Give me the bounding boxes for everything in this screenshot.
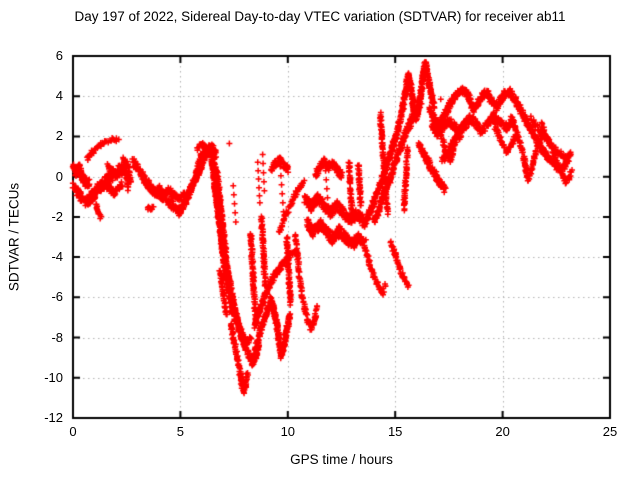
x-tick-label: 20 [495, 424, 510, 439]
x-tick-label: 0 [69, 424, 77, 439]
chart-title: Day 197 of 2022, Sidereal Day-to-day VTE… [74, 9, 566, 24]
y-tick-label: -2 [51, 208, 63, 224]
y-tick-label: 0 [55, 168, 63, 184]
x-tick-label: 10 [280, 424, 296, 439]
x-axis-label: GPS time / hours [290, 452, 393, 467]
y-tick-label: 6 [55, 48, 63, 63]
y-tick-label: -8 [51, 329, 63, 345]
y-tick-label: -12 [44, 410, 63, 425]
y-tick-label: -10 [44, 369, 63, 385]
y-tick-label: -6 [51, 289, 63, 305]
y-tick-label: 2 [55, 128, 63, 144]
y-tick-label: 4 [55, 88, 63, 104]
x-tick-label: 15 [387, 424, 403, 439]
x-tick-label: 5 [176, 424, 184, 439]
y-axis-label: SDTVAR / TECUs [6, 182, 22, 292]
x-tick-label: 25 [602, 424, 618, 439]
y-tick-label: -4 [51, 249, 63, 265]
